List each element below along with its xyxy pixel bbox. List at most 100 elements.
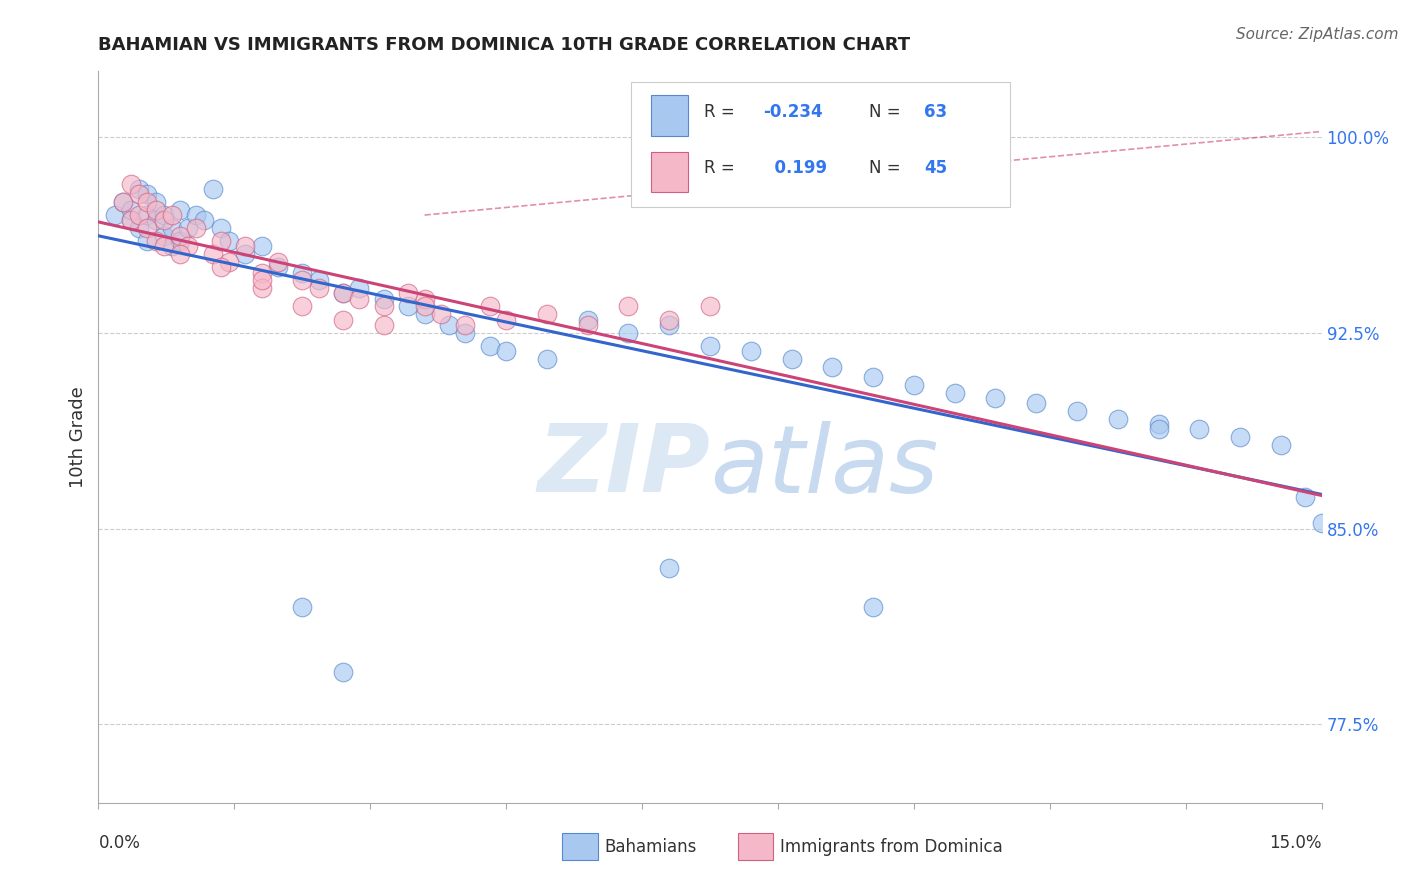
Point xyxy=(1188,422,1211,436)
Text: N =: N = xyxy=(869,103,905,121)
Text: Bahamians: Bahamians xyxy=(605,838,697,855)
Point xyxy=(617,326,640,340)
Point xyxy=(291,599,314,614)
FancyBboxPatch shape xyxy=(630,82,1010,207)
Point xyxy=(201,182,224,196)
Point xyxy=(152,208,174,222)
Point xyxy=(1270,438,1292,452)
Point xyxy=(1107,412,1129,426)
Point xyxy=(136,194,159,209)
Point xyxy=(862,370,884,384)
Point xyxy=(413,307,436,321)
Point xyxy=(862,599,884,614)
Point xyxy=(308,281,330,295)
Point xyxy=(413,300,436,314)
Point xyxy=(658,560,681,574)
Point xyxy=(177,239,200,253)
Point xyxy=(454,318,477,332)
Point xyxy=(576,318,599,332)
Point xyxy=(478,338,501,352)
Point xyxy=(1229,430,1251,444)
Point xyxy=(186,208,208,222)
Point xyxy=(152,239,174,253)
Text: atlas: atlas xyxy=(710,421,938,512)
Point xyxy=(267,260,290,275)
Point xyxy=(349,281,371,295)
Point xyxy=(396,286,419,301)
Point xyxy=(373,318,395,332)
Text: ZIP: ZIP xyxy=(537,420,710,512)
Point xyxy=(658,318,681,332)
Point xyxy=(430,307,453,321)
Point xyxy=(291,266,314,280)
Point xyxy=(291,273,314,287)
Point xyxy=(821,359,844,374)
Point xyxy=(658,312,681,326)
Point xyxy=(128,187,150,202)
Point xyxy=(136,208,159,222)
Point xyxy=(396,300,419,314)
Text: -0.234: -0.234 xyxy=(762,103,823,121)
Point xyxy=(1294,490,1316,504)
FancyBboxPatch shape xyxy=(651,152,688,192)
Point xyxy=(536,351,558,366)
Point xyxy=(332,312,354,326)
Point xyxy=(152,228,174,243)
Point xyxy=(136,234,159,248)
Point xyxy=(120,177,142,191)
Text: BAHAMIAN VS IMMIGRANTS FROM DOMINICA 10TH GRADE CORRELATION CHART: BAHAMIAN VS IMMIGRANTS FROM DOMINICA 10T… xyxy=(98,36,911,54)
Point xyxy=(233,247,256,261)
Point xyxy=(495,312,517,326)
Y-axis label: 10th Grade: 10th Grade xyxy=(69,386,87,488)
Text: N =: N = xyxy=(869,160,905,178)
Point xyxy=(740,343,762,358)
Point xyxy=(984,391,1007,405)
Point xyxy=(1025,396,1047,410)
Point xyxy=(437,318,460,332)
Point xyxy=(903,377,925,392)
Text: 45: 45 xyxy=(924,160,948,178)
Point xyxy=(111,194,134,209)
Point xyxy=(478,300,501,314)
Point xyxy=(128,182,150,196)
Point xyxy=(128,208,150,222)
Point xyxy=(218,255,240,269)
Point xyxy=(250,239,273,253)
Text: 15.0%: 15.0% xyxy=(1270,834,1322,852)
Point xyxy=(145,194,167,209)
Point xyxy=(201,247,224,261)
Text: 0.0%: 0.0% xyxy=(98,834,141,852)
Point xyxy=(120,213,142,227)
Point xyxy=(193,213,215,227)
Text: 0.199: 0.199 xyxy=(762,160,827,178)
Point xyxy=(291,300,314,314)
Point xyxy=(145,202,167,217)
Point xyxy=(576,312,599,326)
Text: R =: R = xyxy=(704,160,740,178)
Point xyxy=(136,187,159,202)
Point xyxy=(349,292,371,306)
Point xyxy=(209,221,232,235)
Point xyxy=(1147,422,1170,436)
Point xyxy=(699,338,721,352)
Point xyxy=(169,234,191,248)
Point xyxy=(267,255,290,269)
Point xyxy=(186,221,208,235)
Point xyxy=(1066,404,1088,418)
Point xyxy=(152,213,174,227)
Point xyxy=(145,234,167,248)
Point xyxy=(373,300,395,314)
Point xyxy=(332,665,354,680)
Point xyxy=(454,326,477,340)
Point xyxy=(209,260,232,275)
Point xyxy=(699,300,721,314)
Point xyxy=(209,234,232,248)
Point xyxy=(780,351,803,366)
Point xyxy=(160,208,183,222)
Text: Source: ZipAtlas.com: Source: ZipAtlas.com xyxy=(1236,27,1399,42)
Text: R =: R = xyxy=(704,103,740,121)
Point xyxy=(943,385,966,400)
Point xyxy=(250,273,273,287)
Text: 63: 63 xyxy=(924,103,948,121)
Point xyxy=(250,281,273,295)
